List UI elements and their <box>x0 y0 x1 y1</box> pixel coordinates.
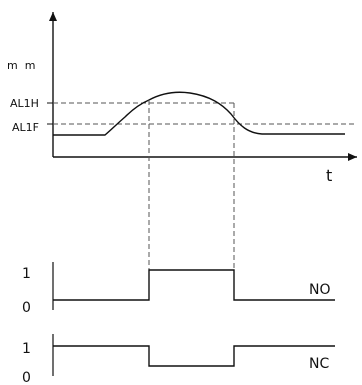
measured-value-curve <box>53 91 345 136</box>
threshold-high-label: AL1H <box>10 97 39 110</box>
no-output-signal <box>53 269 335 301</box>
no-high-level-label: 1 <box>22 266 31 282</box>
no-output-label: NO <box>309 282 331 298</box>
nc-output-signal <box>53 345 335 367</box>
y-axis-label: m m <box>7 59 35 72</box>
no-low-level-label: 0 <box>22 300 31 316</box>
nc-low-level-label: 0 <box>22 370 31 385</box>
nc-high-level-label: 1 <box>22 341 31 357</box>
x-axis-label: t <box>326 166 332 185</box>
nc-output-label: NC <box>309 356 329 372</box>
threshold-low-label: AL1F <box>12 121 39 134</box>
